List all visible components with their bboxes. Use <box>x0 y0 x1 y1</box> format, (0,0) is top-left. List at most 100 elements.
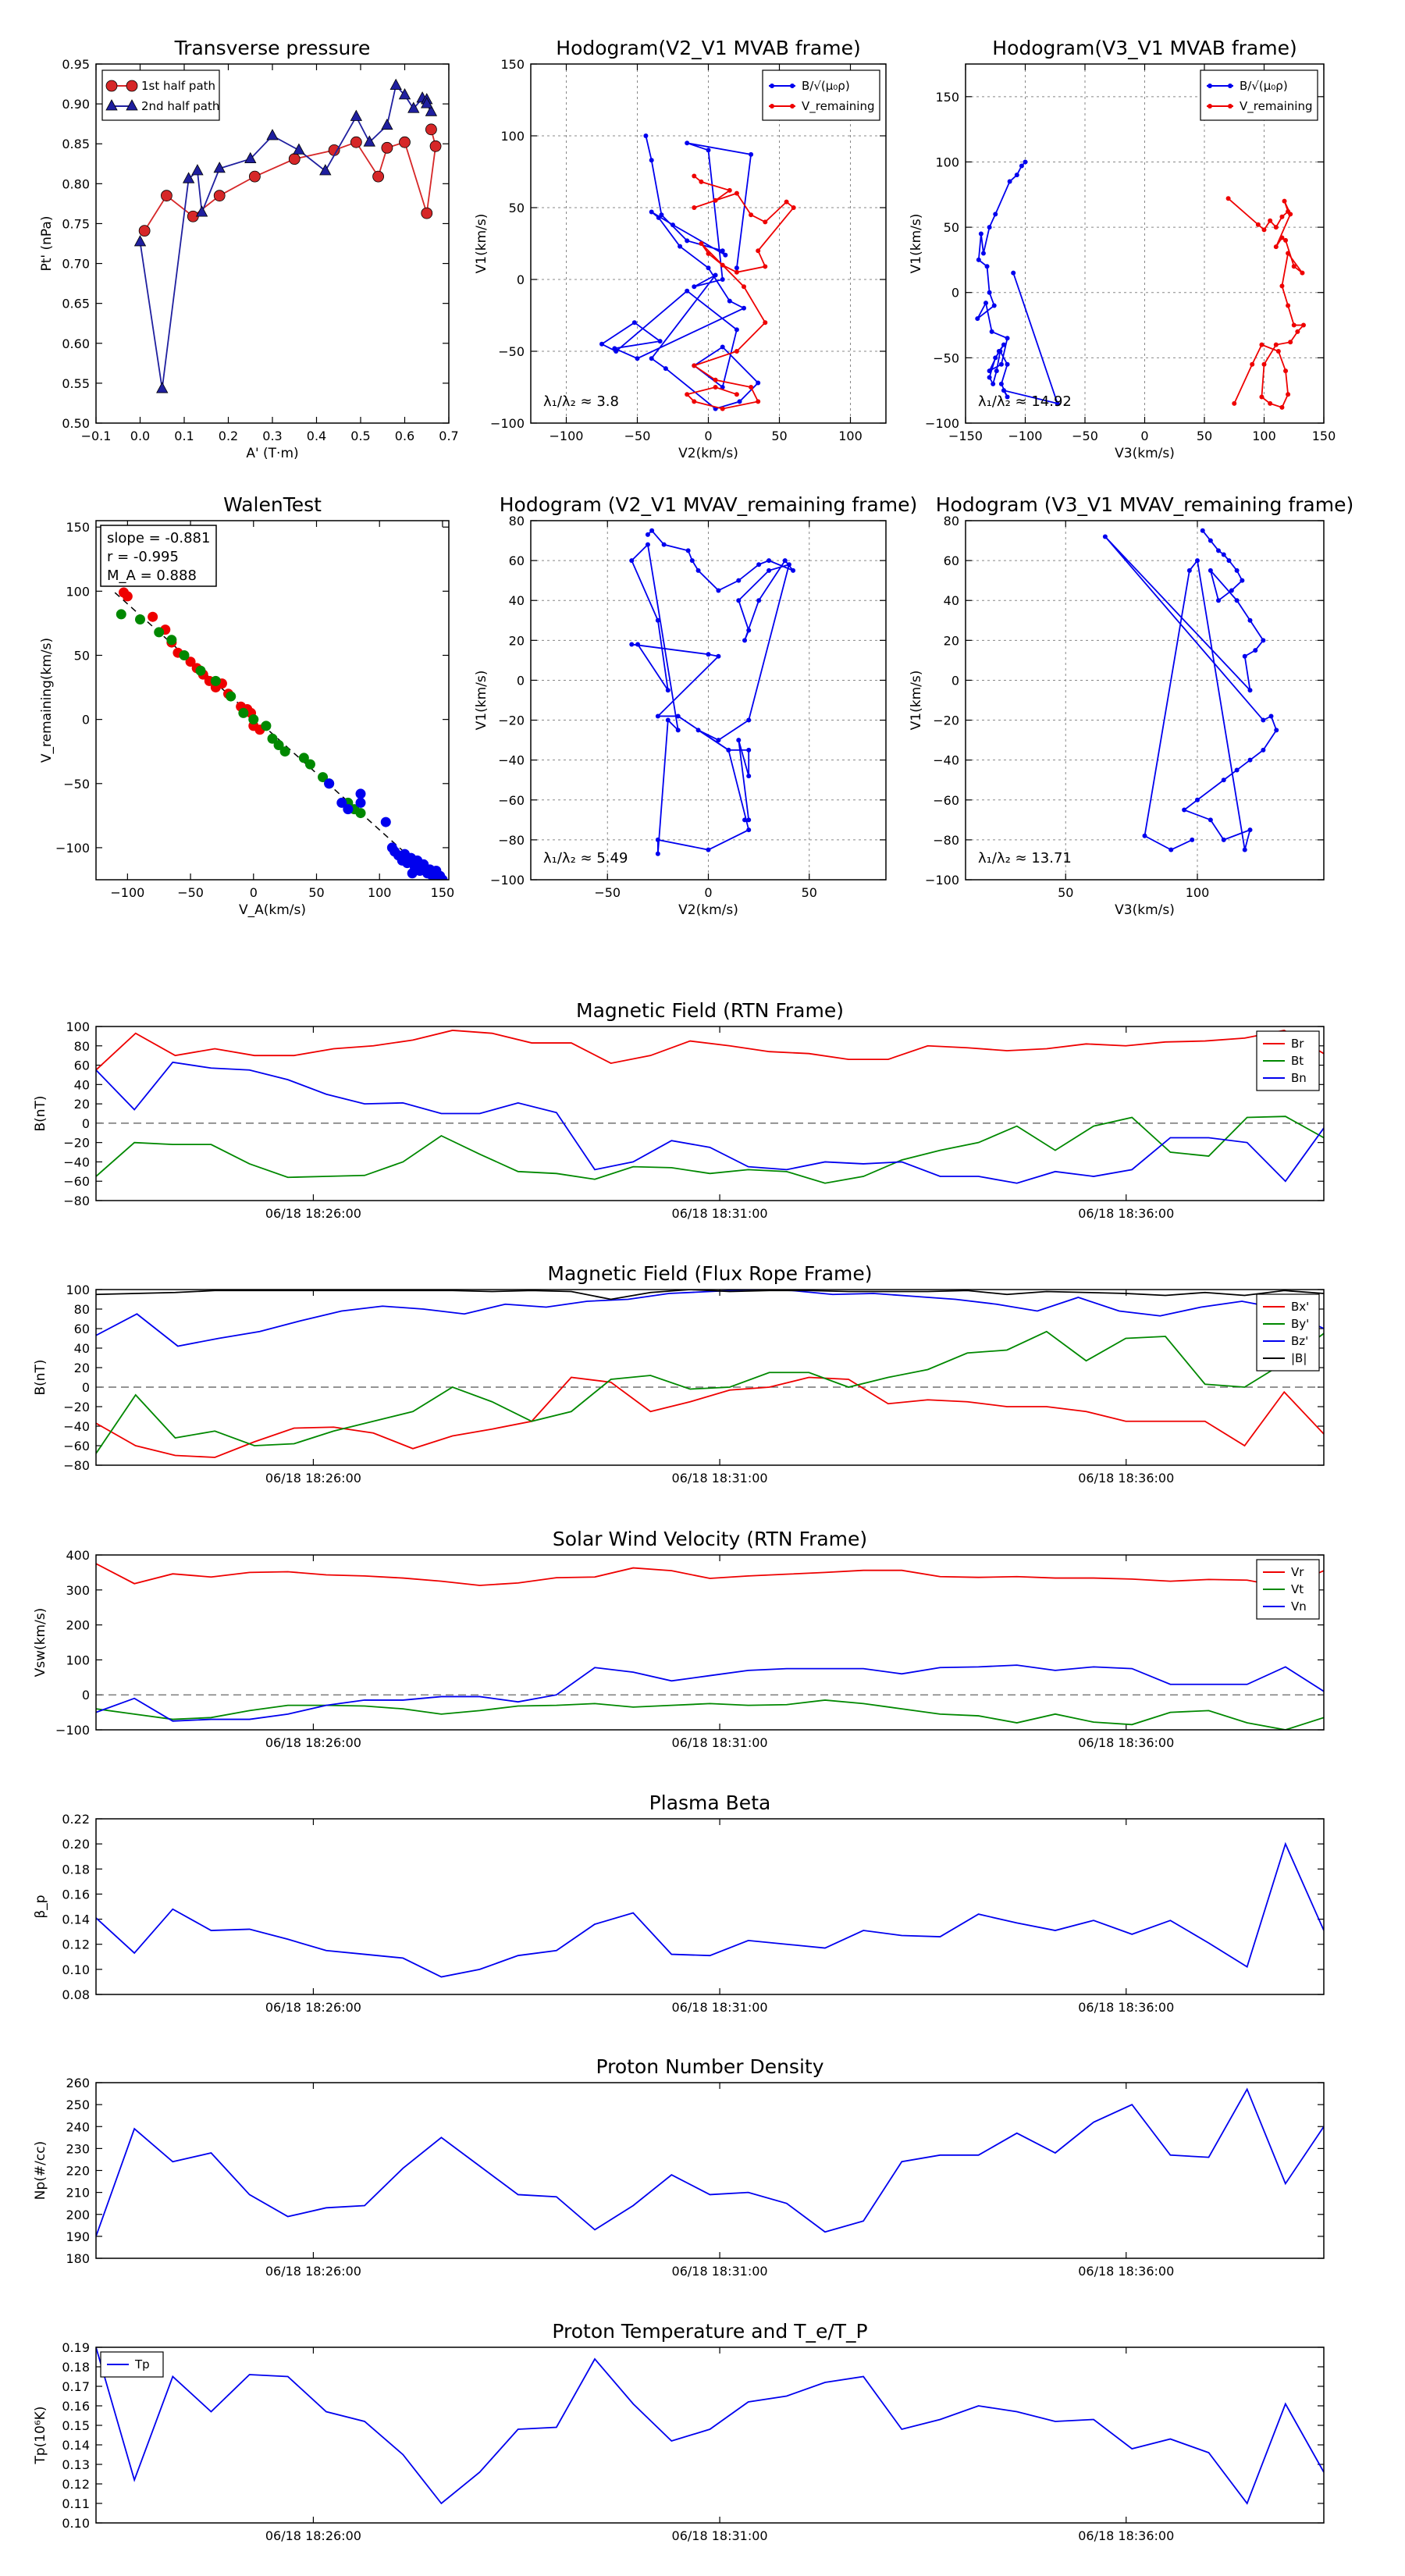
data-point <box>248 714 259 725</box>
legend-marker <box>1208 84 1212 88</box>
x-tick-label: −50 <box>1072 429 1098 443</box>
y-axis-label: β_p <box>33 1895 48 1918</box>
data-point <box>1261 227 1267 233</box>
series-np <box>96 2087 1324 2237</box>
data-point <box>1286 392 1291 397</box>
data-point <box>195 205 208 217</box>
series-b- <box>975 159 1060 406</box>
series-br <box>96 1030 1324 1071</box>
data-point <box>746 774 752 779</box>
y-tick-label: 180 <box>66 2251 90 2266</box>
data-point <box>716 738 721 743</box>
y-tick-label: 0.12 <box>62 2477 90 2492</box>
data-point <box>713 377 718 382</box>
series-bt <box>96 1115 1324 1184</box>
data-point <box>685 392 690 397</box>
y-tick-label: 0.16 <box>62 2399 90 2414</box>
legend-label: Bz' <box>1291 1334 1308 1348</box>
data-point <box>298 753 309 763</box>
data-point <box>994 368 999 374</box>
y-tick-label: 0.10 <box>62 2516 90 2531</box>
y-axis-label: Np(#/cc) <box>33 2141 48 2200</box>
y-tick-label: 200 <box>66 1618 90 1633</box>
y-tick-label: 0.22 <box>62 1812 90 1827</box>
chart-tp: Proton Temperature and T_e/T_P 0.10 0.11 0.… <box>33 2320 1325 2543</box>
y-tick-label: 0 <box>951 286 959 301</box>
y-tick-label: 60 <box>944 553 959 568</box>
data-point <box>649 209 654 215</box>
x-tick-label: 06/18 18:31:00 <box>672 1206 768 1221</box>
axes-frame <box>95 1818 1325 1995</box>
data-point <box>685 141 690 146</box>
data-point <box>1208 538 1213 543</box>
x-axis-label: V3(km/s) <box>1115 902 1175 918</box>
series-2nd-half-path-line <box>139 84 432 390</box>
series-bz- <box>96 1290 1324 1347</box>
data-point <box>737 399 742 404</box>
legend-marker <box>126 80 138 92</box>
axes-frame <box>95 1554 1325 1731</box>
data-point <box>304 759 315 770</box>
chart-title: Proton Temperature and T_e/T_P <box>552 2320 867 2343</box>
data-point <box>350 109 363 121</box>
data-point <box>685 238 690 244</box>
y-tick-label: 80 <box>944 514 959 528</box>
axes-frame <box>530 520 887 881</box>
data-point <box>998 381 1004 386</box>
y-axis-label: B(nT) <box>33 1095 48 1131</box>
data-point <box>429 140 442 152</box>
chart-title: Solar Wind Velocity (RTN Frame) <box>553 1528 867 1550</box>
data-point <box>1279 404 1285 410</box>
data-point <box>635 356 640 361</box>
data-point <box>182 172 195 183</box>
chart-transverse_pressure: Transverse pressure −0.1 0.0 0.1 0.2 0.3 0.4 0.… <box>39 37 459 461</box>
data-point <box>191 164 204 176</box>
data-point <box>629 642 635 647</box>
data-point <box>407 101 420 113</box>
y-tick-label: 80 <box>74 1302 90 1317</box>
data-point <box>643 133 649 138</box>
x-tick-label: 0.6 <box>395 429 414 443</box>
y-tick-label: 0.60 <box>62 336 90 351</box>
data-point <box>984 264 990 269</box>
data-point <box>1168 847 1174 852</box>
chart-title: Proton Number Density <box>596 2055 824 2078</box>
data-point <box>238 707 249 718</box>
data-point <box>991 381 996 386</box>
data-point <box>763 219 768 225</box>
data-point <box>665 688 670 693</box>
data-point <box>727 187 732 193</box>
x-tick-label: 06/18 18:26:00 <box>265 2528 361 2543</box>
y-tick-label: 40 <box>74 1341 90 1356</box>
data-point <box>734 190 739 196</box>
y-tick-label: 230 <box>66 2141 90 2156</box>
y-tick-label: −100 <box>55 1723 90 1738</box>
data-point <box>210 675 221 686</box>
data-point <box>1259 394 1264 400</box>
x-tick-label: 06/18 18:26:00 <box>265 2264 361 2279</box>
data-point <box>734 349 739 354</box>
legend-label: V_remaining <box>1240 99 1313 114</box>
x-tick-label: 50 <box>802 885 817 900</box>
data-point <box>1190 837 1195 842</box>
y-tick-label: 0.19 <box>62 2340 90 2355</box>
data-point <box>1186 568 1192 573</box>
data-point <box>756 380 761 386</box>
legend-marker <box>105 99 118 111</box>
data-point <box>1221 837 1226 842</box>
data-point <box>685 548 691 553</box>
y-tick-label: −20 <box>63 1136 90 1151</box>
data-point <box>699 179 704 184</box>
axes-frame <box>965 520 1325 881</box>
series-blue-line <box>631 529 794 854</box>
data-point <box>425 123 437 136</box>
chart-mag_fr: Magnetic Field (Flux Rope Frame) −80 −60 −4… <box>33 1262 1325 1485</box>
y-axis-label: Pt' (nPa) <box>39 216 55 272</box>
x-tick-label: 50 <box>1197 429 1212 443</box>
y-tick-label: −40 <box>63 1419 90 1434</box>
series-b--line <box>976 161 1059 405</box>
series-vn <box>96 1664 1324 1722</box>
data-point <box>1242 847 1247 852</box>
data-point <box>166 635 177 646</box>
